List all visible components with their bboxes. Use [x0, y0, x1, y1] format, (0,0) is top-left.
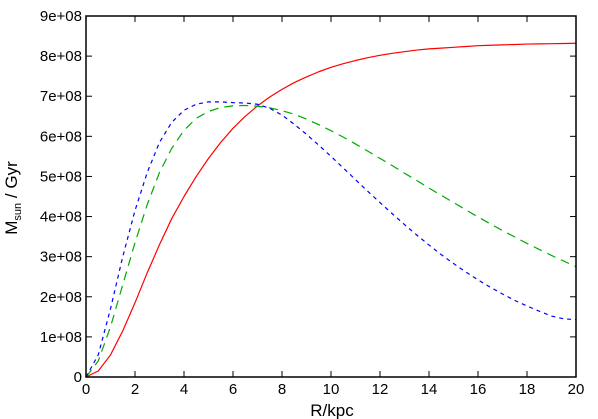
y-tick-label: 7e+08 [40, 88, 82, 105]
x-tick-label: 10 [323, 381, 340, 398]
x-tick-label: 6 [229, 381, 237, 398]
y-tick-label: 9e+08 [40, 8, 82, 25]
x-tick-label: 16 [470, 381, 487, 398]
series-line-1 [85, 42, 577, 378]
x-axis-tick-labels: 0 2 4 6 8 10 12 14 16 18 20 [82, 381, 585, 398]
y-tick-label: 4e+08 [40, 209, 82, 226]
x-tick-label: 2 [131, 381, 139, 398]
y-tick-label: 1e+08 [40, 329, 82, 346]
y-tick-label: 0 [74, 369, 82, 386]
x-tick-label: 4 [180, 381, 188, 398]
y-tick-label: 5e+08 [40, 168, 82, 185]
series-line-2 [85, 104, 577, 378]
y-tick-label: 6e+08 [40, 128, 82, 145]
x-tick-label: 8 [278, 381, 286, 398]
x-tick-label: 12 [372, 381, 389, 398]
x-axis-label: R/kpc [310, 401, 354, 419]
y-axis-label-tail: / Gyr [2, 161, 21, 203]
x-tick-label: 14 [421, 381, 438, 398]
y-axis-label: Msun / Gyr [2, 161, 24, 235]
plot-lines [85, 42, 577, 378]
plot-frame [85, 15, 577, 378]
y-tick-label: 3e+08 [40, 249, 82, 266]
y-axis-label-main: M [2, 221, 21, 235]
x-tick-label: 20 [568, 381, 585, 398]
y-tick-label: 8e+08 [40, 48, 82, 65]
x-tick-label: 0 [82, 381, 90, 398]
y-axis-label-subscript: sun [12, 203, 24, 221]
y-axis-tick-labels: 0 1e+08 2e+08 3e+08 4e+08 5e+08 6e+08 7e+08 8e+0… [40, 8, 82, 386]
y-tick-label: 2e+08 [40, 289, 82, 306]
x-tick-label: 18 [519, 381, 536, 398]
series-line-3 [85, 101, 577, 378]
